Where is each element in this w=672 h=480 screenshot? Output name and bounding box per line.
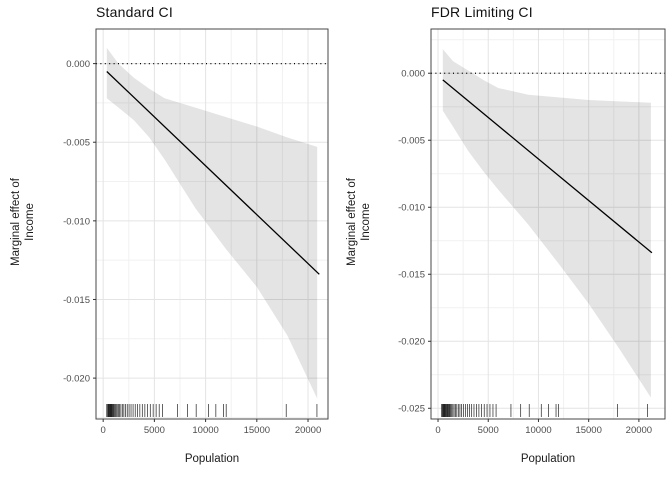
x-tick-label: 10000 (525, 425, 551, 436)
x-tick-label: 20000 (295, 425, 321, 436)
panel-border (430, 28, 666, 420)
y-tick-label: 0.000 (66, 59, 90, 70)
y-axis-title-right: Marginal effect of Income (346, 157, 376, 287)
ci-band (442, 49, 651, 398)
y-axis-title-line2: Income (23, 203, 36, 241)
y-axis-title-line1: Marginal effect of (346, 178, 358, 267)
x-axis-title-right: Population (520, 453, 576, 465)
y-tick-label: -0.010 (63, 216, 90, 227)
x-tick-label: 5000 (478, 425, 499, 436)
y-tick-label: -0.015 (63, 295, 90, 306)
y-tick-label: -0.025 (398, 404, 425, 415)
y-axis-title-left: Marginal effect of Income (10, 157, 40, 287)
y-tick-label: -0.005 (398, 136, 425, 147)
y-axis-title-line1: Marginal effect of (10, 178, 22, 267)
ci-band (106, 47, 318, 399)
effect-line (106, 71, 320, 275)
x-tick-label: 0 (435, 425, 440, 436)
panel-border (95, 28, 329, 420)
y-axis-title-line2: Income (359, 203, 372, 241)
y-tick-label: 0.000 (401, 69, 425, 80)
x-tick-label: 20000 (626, 425, 652, 436)
y-tick-label: -0.010 (398, 203, 425, 214)
x-tick-label: 5000 (144, 425, 165, 436)
y-tick-label: -0.020 (398, 337, 425, 348)
panel-title-standard-ci: Standard CI (96, 4, 173, 20)
x-axis-title-left: Population (184, 453, 240, 465)
x-tick-label: 10000 (192, 425, 218, 436)
y-tick-label: -0.005 (63, 138, 90, 149)
y-tick-label: -0.015 (398, 270, 425, 281)
x-tick-label: 0 (101, 425, 106, 436)
y-tick-label: -0.020 (63, 374, 90, 385)
x-tick-label: 15000 (575, 425, 601, 436)
effect-line (442, 79, 653, 254)
x-tick-label: 15000 (244, 425, 270, 436)
panel-title-fdr-limiting-ci: FDR Limiting CI (431, 4, 533, 20)
